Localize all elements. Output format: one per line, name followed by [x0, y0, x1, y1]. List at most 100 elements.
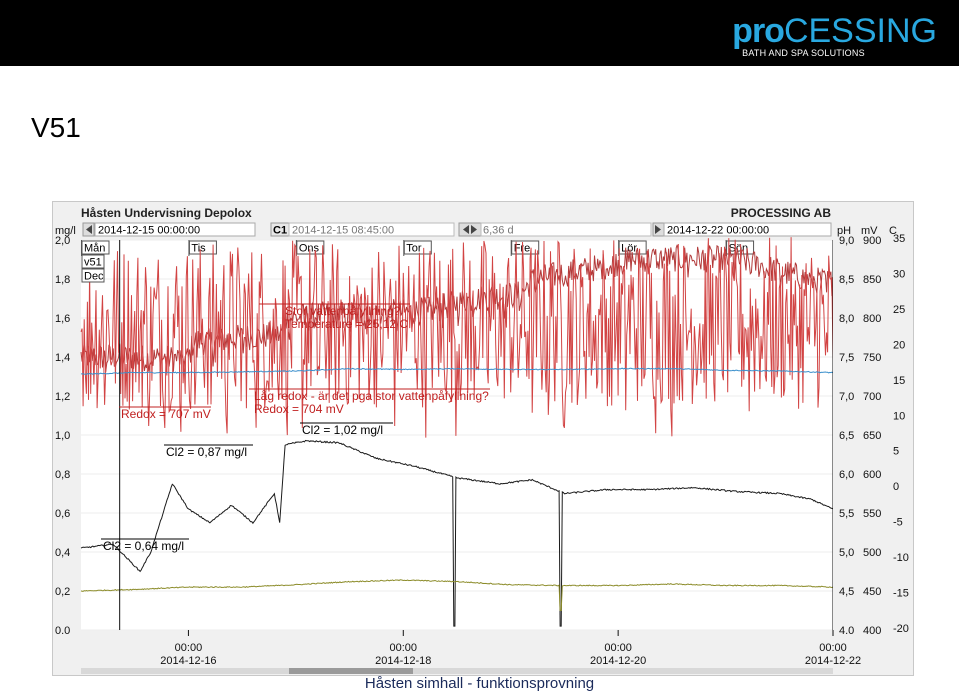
x-tick-time: 00:00	[175, 642, 203, 654]
y-tick-label: 5	[893, 446, 899, 458]
day-label-box	[296, 240, 325, 255]
month-label: Dec	[84, 271, 104, 283]
day-label-box	[188, 240, 217, 255]
y-tick-label: 900	[863, 235, 881, 247]
y-tick-label: 0,2	[55, 586, 70, 598]
week-label-box	[81, 254, 105, 269]
annotation-text: Cl2 = 1,02 mg/l	[302, 423, 383, 437]
y-tick-label: -15	[893, 588, 909, 600]
mv-axis-label: mV	[861, 225, 878, 237]
span-toggle-button[interactable]	[458, 222, 482, 237]
logo-subtitle: BATH AND SPA SOLUTIONS	[742, 48, 865, 58]
y-tick-label: 1,8	[55, 274, 70, 286]
y-tick-label: 25	[893, 304, 905, 316]
annotation-text: Stor vattenpåfyllning?	[285, 304, 401, 318]
y-tick-label: 9,0	[839, 235, 854, 247]
x-axis: 00:002014-12-1600:002014-12-1800:002014-…	[160, 630, 861, 667]
start-time: 2014-12-15 00:00:00	[98, 225, 200, 237]
day-label: Tis	[191, 243, 206, 255]
y-axes: 0.0 0,2 0,4 0,6 0,8 1,0 1,2 1,4 1,6 1,8 2,0 4.0 4,5 5…	[55, 233, 913, 668]
annotations: Stor vattenpåfyllning?Temperature = 25,1…	[101, 303, 490, 553]
y-tick-label: 15	[893, 375, 905, 387]
y-tick-label: 0	[893, 481, 899, 493]
y-tick-label: 7,5	[839, 352, 854, 364]
start-time-field[interactable]	[94, 222, 256, 237]
series-line	[80, 579, 834, 611]
day-label: Ons	[299, 243, 320, 255]
scroll-right-icon	[655, 225, 661, 234]
c-axis-label: C	[889, 225, 897, 237]
span-grow-icon	[471, 225, 477, 234]
y-tick-label: 2,0	[55, 235, 70, 247]
span-field[interactable]	[480, 222, 652, 237]
month-label-box	[81, 268, 105, 283]
x-tick-time: 00:00	[390, 642, 418, 654]
y-tick-label: 0,6	[55, 508, 70, 520]
y-tick-label: 5,0	[839, 547, 854, 559]
series-line	[80, 237, 834, 438]
day-label-box	[511, 240, 540, 255]
x-tick-date: 2014-12-18	[375, 655, 431, 667]
y-tick-label: 8,5	[839, 274, 854, 286]
x-tick-time: 00:00	[604, 642, 632, 654]
end-time: 2014-12-22 00:00:00	[667, 225, 769, 237]
span-shrink-icon	[463, 225, 469, 234]
y-tick-label: -10	[893, 552, 909, 564]
y-tick-label: -20	[893, 623, 909, 635]
top-bar: proCESSING BATH AND SPA SOLUTIONS	[0, 0, 959, 66]
y-tick-label: 500	[863, 547, 881, 559]
y-tick-label: 4,5	[839, 586, 854, 598]
y-tick-label: 550	[863, 508, 881, 520]
annotation-text: Redox = 704 mV	[254, 402, 344, 416]
scroll-left-icon	[86, 225, 92, 234]
y-tick-label: 8,0	[839, 313, 854, 325]
day-label: Tor	[406, 243, 422, 255]
mgl-axis-label: mg/l	[55, 225, 76, 237]
y-tick-label: 10	[893, 410, 905, 422]
x-tick-date: 2014-12-16	[160, 655, 216, 667]
y-tick-label: 800	[863, 313, 881, 325]
y-tick-label: 1,6	[55, 313, 70, 325]
y-tick-label: 6,0	[839, 469, 854, 481]
company-name: PROCESSING AB	[731, 206, 832, 220]
x-tick-date: 2014-12-22	[805, 655, 861, 667]
h-scrollbar-thumb[interactable]	[289, 668, 413, 674]
logo-pro: pro	[732, 12, 785, 50]
h-scrollbar[interactable]	[81, 668, 833, 674]
x-tick-date: 2014-12-20	[590, 655, 646, 667]
span-value: 6,36 d	[483, 225, 514, 237]
chart-panel: Håsten Undervisning Depolox PROCESSING A…	[52, 201, 914, 676]
ph-axis-label: pH	[837, 225, 851, 237]
y-tick-label: 450	[863, 586, 881, 598]
y-tick-label: 1,4	[55, 352, 70, 364]
chart-svg: Håsten Undervisning Depolox PROCESSING A…	[55, 206, 913, 674]
grid	[81, 239, 833, 631]
annotation-text: Temperature = 25,12 C	[285, 317, 408, 331]
right-axis-panel	[833, 240, 913, 668]
y-tick-label: 850	[863, 274, 881, 286]
y-tick-label: 0,8	[55, 469, 70, 481]
series-line	[81, 367, 834, 375]
chart-title: Håsten Undervisning Depolox	[81, 206, 252, 220]
series-line	[80, 439, 834, 627]
footer-text: Håsten simhall - funktionsprovning	[364, 675, 595, 692]
slide-title: V51	[31, 112, 81, 143]
y-tick-label: 0.0	[55, 625, 70, 637]
processing-logo: proCESSING BATH AND SPA SOLUTIONS	[732, 14, 937, 58]
day-label: Mån	[84, 243, 105, 255]
y-tick-label: 6,5	[839, 430, 854, 442]
logo-rest: CESSING	[783, 12, 937, 50]
y-tick-label: 7,0	[839, 391, 854, 403]
cursor-time-field[interactable]	[288, 222, 455, 237]
y-tick-label: 0,4	[55, 547, 70, 559]
y-tick-label: 750	[863, 352, 881, 364]
y-tick-label: 1,2	[55, 391, 70, 403]
annotation-text: Redox = 707 mV	[121, 407, 211, 421]
cursor-time: 2014-12-15 08:45:00	[292, 225, 394, 237]
y-tick-label: 5,5	[839, 508, 854, 520]
end-time-field[interactable]	[663, 222, 832, 237]
y-tick-label: 30	[893, 268, 905, 280]
annotation-text: Cl2 = 0,87 mg/l	[166, 445, 247, 459]
y-tick-label: 700	[863, 391, 881, 403]
y-tick-label: 35	[893, 233, 905, 245]
